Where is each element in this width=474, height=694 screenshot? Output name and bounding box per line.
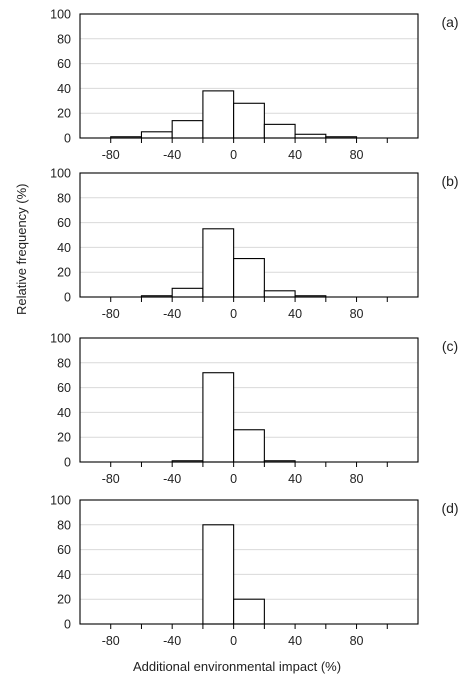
histogram-bar	[233, 258, 265, 298]
y-tick-label: 60	[57, 381, 71, 395]
y-tick-label: 20	[57, 431, 71, 445]
x-tick-label: 0	[230, 634, 237, 648]
y-tick-label: 100	[50, 332, 71, 346]
panel-label: (c)	[442, 338, 458, 354]
y-tick-label: 60	[57, 216, 71, 230]
histogram-bar	[233, 598, 265, 625]
x-tick-label: -80	[102, 307, 120, 321]
y-tick-label: 100	[50, 494, 71, 508]
histogram-bar	[263, 290, 296, 298]
y-tick-label: 0	[64, 132, 71, 146]
histogram-panel-b: 0 20 40 60 80 100 -80 -40 0 40 80 (b)	[50, 167, 458, 322]
plot-frame	[79, 172, 419, 298]
plot-frame	[79, 337, 419, 463]
y-tick-label: 0	[64, 456, 71, 470]
y-tick-label: 40	[57, 568, 71, 582]
x-tick-label: 40	[288, 307, 302, 321]
plot-frame	[79, 499, 419, 625]
y-tick-label: 100	[50, 8, 71, 22]
x-tick-label: 80	[350, 472, 364, 486]
y-tick-label: 40	[57, 406, 71, 420]
histogram-panel-a: 0 20 40 60 80 100 -80 -40 0 40 80 (a)	[50, 8, 458, 163]
histogram-bar	[140, 131, 173, 139]
x-tick-label: -80	[102, 634, 120, 648]
x-tick-label: -40	[163, 472, 181, 486]
x-tick-label: 0	[230, 148, 237, 162]
y-tick-label: 20	[57, 266, 71, 280]
y-tick-label: 80	[57, 518, 71, 532]
y-tick-label: 20	[57, 107, 71, 121]
histogram-bar	[294, 133, 327, 139]
histogram-bar	[263, 123, 296, 139]
histogram-bar	[202, 372, 235, 463]
y-tick-label: 60	[57, 543, 71, 557]
x-tick-label: 40	[288, 472, 302, 486]
histogram-bar	[202, 90, 235, 139]
y-tick-label: 80	[57, 191, 71, 205]
panel-label: (d)	[441, 500, 458, 516]
x-tick-label: 40	[288, 634, 302, 648]
x-tick-label: 80	[350, 148, 364, 162]
histogram-bar	[202, 228, 235, 298]
histogram-bar	[233, 102, 265, 139]
y-tick-label: 100	[50, 167, 71, 181]
x-tick-label: 0	[230, 472, 237, 486]
y-tick-label: 0	[64, 291, 71, 305]
histogram-bar	[171, 287, 204, 298]
x-tick-label: -40	[163, 634, 181, 648]
y-tick-label: 20	[57, 593, 71, 607]
x-tick-label: 80	[350, 307, 364, 321]
y-tick-label: 60	[57, 57, 71, 71]
y-tick-label: 40	[57, 82, 71, 96]
y-tick-label: 80	[57, 356, 71, 370]
x-tick-label: 80	[350, 634, 364, 648]
plot-frame	[79, 13, 419, 139]
x-tick-label: -80	[102, 148, 120, 162]
panel-label: (a)	[441, 14, 458, 30]
x-axis-title: Additional environmental impact (%)	[132, 659, 342, 674]
x-tick-label: 40	[288, 148, 302, 162]
x-tick-label: 0	[230, 307, 237, 321]
x-tick-label: -40	[163, 307, 181, 321]
panel-label: (b)	[441, 173, 458, 189]
y-axis-title: Relative frequency (%)	[14, 183, 29, 316]
y-tick-label: 40	[57, 241, 71, 255]
histogram-bar	[202, 524, 235, 625]
histogram-panel-c: 0 20 40 60 80 100 -80 -40 0 40 80 (c)	[50, 332, 458, 487]
histogram-bar	[233, 429, 265, 463]
histogram-panel-d: 0 20 40 60 80 100 -80 -40 0 40 80 (d)	[50, 494, 458, 649]
x-tick-label: -80	[102, 472, 120, 486]
y-tick-label: 0	[64, 618, 71, 632]
histogram-bar	[171, 120, 204, 139]
x-tick-label: -40	[163, 148, 181, 162]
y-tick-label: 80	[57, 32, 71, 46]
